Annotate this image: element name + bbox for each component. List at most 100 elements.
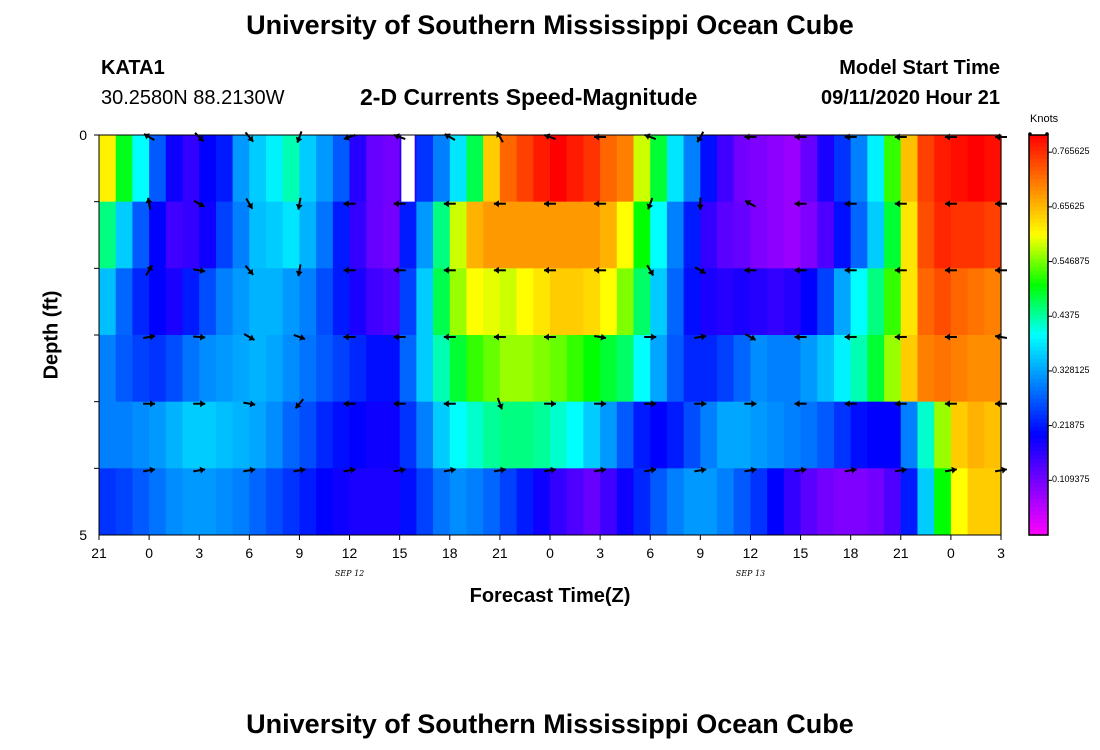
current-vector-arrow xyxy=(544,333,556,341)
current-vector-arrow xyxy=(343,266,356,274)
heatmap-cell xyxy=(215,401,234,469)
colorbar-tick-label: 0.546875 xyxy=(1052,255,1090,266)
heatmap-cell xyxy=(783,468,802,536)
heatmap-cell xyxy=(566,201,584,269)
x-tick-label: 15 xyxy=(391,545,408,561)
current-vector-arrow xyxy=(944,200,957,208)
heatmap-cell xyxy=(533,201,551,269)
current-vector-arrow xyxy=(696,131,705,143)
colorbar-segment xyxy=(1029,423,1048,428)
current-vector-arrow xyxy=(493,466,506,474)
heatmap-cell xyxy=(833,135,852,203)
heatmap-cell xyxy=(499,401,518,469)
heatmap-cell xyxy=(917,201,935,269)
heatmap-cell xyxy=(917,268,935,336)
heatmap-cell xyxy=(399,401,417,469)
heatmap-cell xyxy=(600,335,618,403)
x-axis-label-text: Forecast Time(Z) xyxy=(469,585,631,607)
colorbar-segment xyxy=(1029,207,1048,212)
colorbar-segment xyxy=(1029,183,1048,188)
heatmap-cell xyxy=(717,401,735,469)
colorbar-segment xyxy=(1029,211,1048,216)
colorbar-segment xyxy=(1029,447,1048,452)
current-vector-arrow xyxy=(944,466,957,474)
heatmap-cell xyxy=(165,401,184,469)
current-vector-arrow xyxy=(294,398,305,409)
heatmap-cell xyxy=(382,401,401,469)
heatmap-cell xyxy=(717,201,735,269)
heatmap-cell xyxy=(750,201,768,269)
current-vector-arrow xyxy=(193,333,206,341)
current-vector-arrow xyxy=(443,466,456,474)
heatmap-cell xyxy=(850,468,868,536)
current-vector-arrow xyxy=(493,333,506,341)
current-vector-arrow xyxy=(744,466,757,474)
chart-subtitle: 2-D Currents Speed-Magnitude xyxy=(360,84,698,110)
heatmap-cell xyxy=(984,201,1002,269)
colorbar-segment xyxy=(1029,443,1048,448)
heatmap-cell xyxy=(282,468,301,536)
heatmap-cell xyxy=(533,135,551,203)
heatmap-cell xyxy=(249,401,267,469)
y-axis-label: Depth (ft) xyxy=(40,290,63,380)
current-vector-arrow xyxy=(594,466,607,474)
heatmap-cell xyxy=(182,201,200,269)
heatmap-cell xyxy=(366,335,384,403)
colorbar-tick-label: 0.65625 xyxy=(1052,200,1085,211)
y-tick-label: 5 xyxy=(79,527,87,543)
heatmap-cell xyxy=(616,268,635,336)
heatmap-cell xyxy=(583,468,601,536)
colorbar-segment xyxy=(1029,491,1048,496)
heatmap-cell xyxy=(316,401,334,469)
colorbar-segment xyxy=(1029,503,1048,508)
heatmap-cell xyxy=(683,201,701,269)
heatmap-cell xyxy=(99,401,117,469)
heatmap-cell xyxy=(416,468,434,536)
heatmap-cell xyxy=(750,401,768,469)
colorbar-segment xyxy=(1029,507,1048,512)
heatmap-cell xyxy=(299,401,317,469)
heatmap-cell xyxy=(416,401,434,469)
heatmap-cell xyxy=(483,335,501,403)
heatmap-cell xyxy=(733,201,752,269)
current-vector-arrow xyxy=(193,400,206,408)
current-vector-arrow xyxy=(145,197,153,210)
heatmap-cell xyxy=(433,468,451,536)
colorbar-segment xyxy=(1029,147,1048,152)
heatmap-cell xyxy=(967,268,985,336)
colorbar-segment xyxy=(1029,359,1048,364)
colorbar-segment xyxy=(1029,167,1048,172)
heatmap-cell xyxy=(266,201,284,269)
heatmap-cell xyxy=(950,401,969,469)
heatmap-cell xyxy=(650,401,668,469)
heatmap-cell xyxy=(950,268,969,336)
heatmap-cell xyxy=(516,201,534,269)
heatmap-cell xyxy=(115,401,133,469)
colorbar-segment xyxy=(1029,487,1048,492)
heatmap-cell xyxy=(767,201,785,269)
heatmap-cell xyxy=(416,335,434,403)
heatmap-cell xyxy=(299,201,317,269)
heatmap-cell xyxy=(817,335,835,403)
footer-title: University of Southern Mississippi Ocean… xyxy=(246,709,854,739)
heatmap-cell xyxy=(800,335,818,403)
colorbar-segment xyxy=(1029,395,1048,400)
heatmap-cell xyxy=(232,468,250,536)
current-vector-arrow xyxy=(295,197,303,210)
colorbar-segment xyxy=(1029,151,1048,156)
colorbar-segment xyxy=(1029,419,1048,424)
heatmap-cell xyxy=(783,268,802,336)
current-vector-arrow xyxy=(894,466,907,474)
heatmap-cell xyxy=(566,401,584,469)
heatmap-cell xyxy=(600,135,618,203)
heatmap-cell xyxy=(266,135,284,203)
current-vector-arrow xyxy=(493,266,506,274)
colorbar-segment xyxy=(1029,367,1048,372)
heatmap-cell xyxy=(499,268,518,336)
current-vector-arrow xyxy=(844,333,857,341)
current-vector-arrow xyxy=(844,466,857,474)
heatmap-cell xyxy=(800,201,818,269)
heatmap-cell xyxy=(316,335,334,403)
current-vector-arrow xyxy=(644,466,657,474)
current-vector-arrow xyxy=(243,466,256,474)
